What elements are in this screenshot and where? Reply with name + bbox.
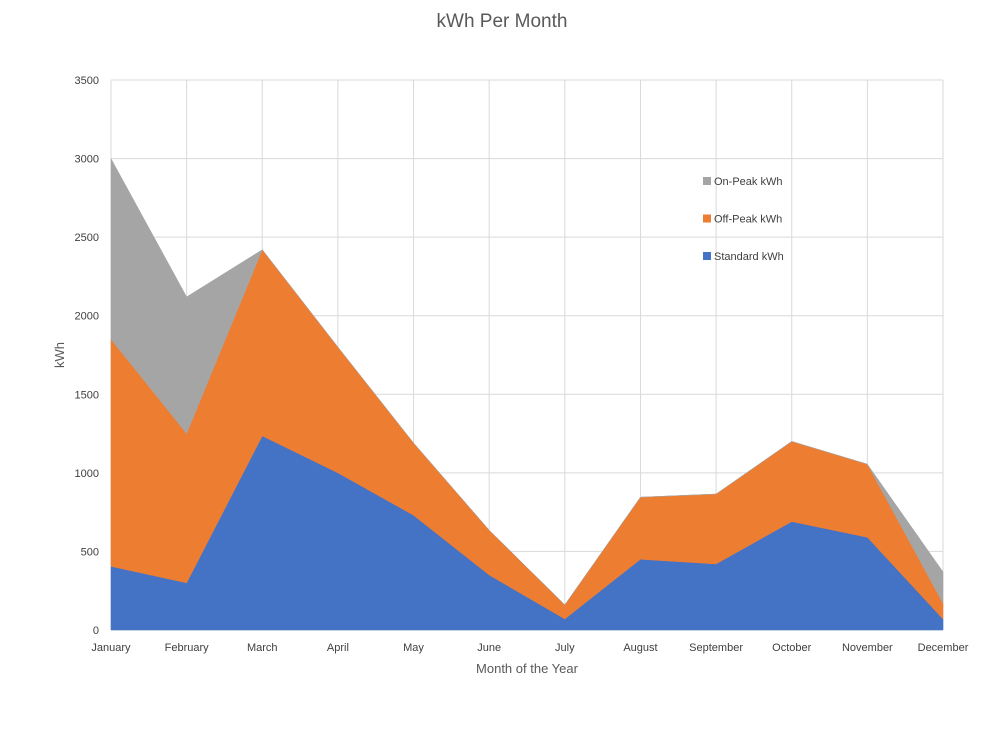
y-tick-label: 3500 (75, 75, 99, 87)
legend-label-standard-kwh: Standard kWh (714, 251, 784, 263)
x-tick-label: June (477, 642, 501, 654)
x-axis-title: Month of the Year (476, 661, 579, 676)
x-tick-label: July (555, 642, 575, 654)
y-tick-label: 3000 (75, 154, 99, 166)
y-tick-label: 500 (81, 546, 99, 558)
y-axis-ticks: 0 500 1000 1500 2000 2500 3000 3500 (75, 75, 99, 637)
y-axis-title: kWh (52, 342, 67, 368)
legend-label-off-peak-kwh: Off-Peak kWh (714, 214, 782, 226)
legend-label-on-peak-kwh: On-Peak kWh (714, 176, 782, 188)
legend: On-Peak kWh Off-Peak kWh Standard kWh (703, 176, 784, 263)
x-tick-label: March (247, 642, 278, 654)
x-tick-label: September (689, 642, 743, 654)
x-tick-label: December (918, 642, 969, 654)
x-axis-ticks: January February March April May June July Augu… (91, 642, 968, 654)
y-tick-label: 0 (93, 625, 99, 637)
x-tick-label: November (842, 642, 893, 654)
y-tick-label: 2000 (75, 311, 99, 323)
x-tick-label: May (403, 642, 424, 654)
x-tick-label: October (772, 642, 811, 654)
x-tick-label: August (623, 642, 657, 654)
legend-swatch-off-peak-kwh (703, 214, 711, 223)
y-tick-label: 1500 (75, 389, 99, 401)
legend-swatch-standard-kwh (703, 252, 711, 260)
chart-title: kWh Per Month (437, 11, 568, 32)
x-tick-label: January (91, 642, 131, 654)
areas (110, 158, 944, 631)
y-tick-label: 1000 (75, 468, 99, 480)
area-series-on-peak-kwh (110, 158, 944, 606)
x-tick-label: February (165, 642, 210, 654)
legend-swatch-on-peak-kwh (703, 177, 711, 185)
x-tick-label: April (327, 642, 349, 654)
y-tick-label: 2500 (75, 232, 99, 244)
